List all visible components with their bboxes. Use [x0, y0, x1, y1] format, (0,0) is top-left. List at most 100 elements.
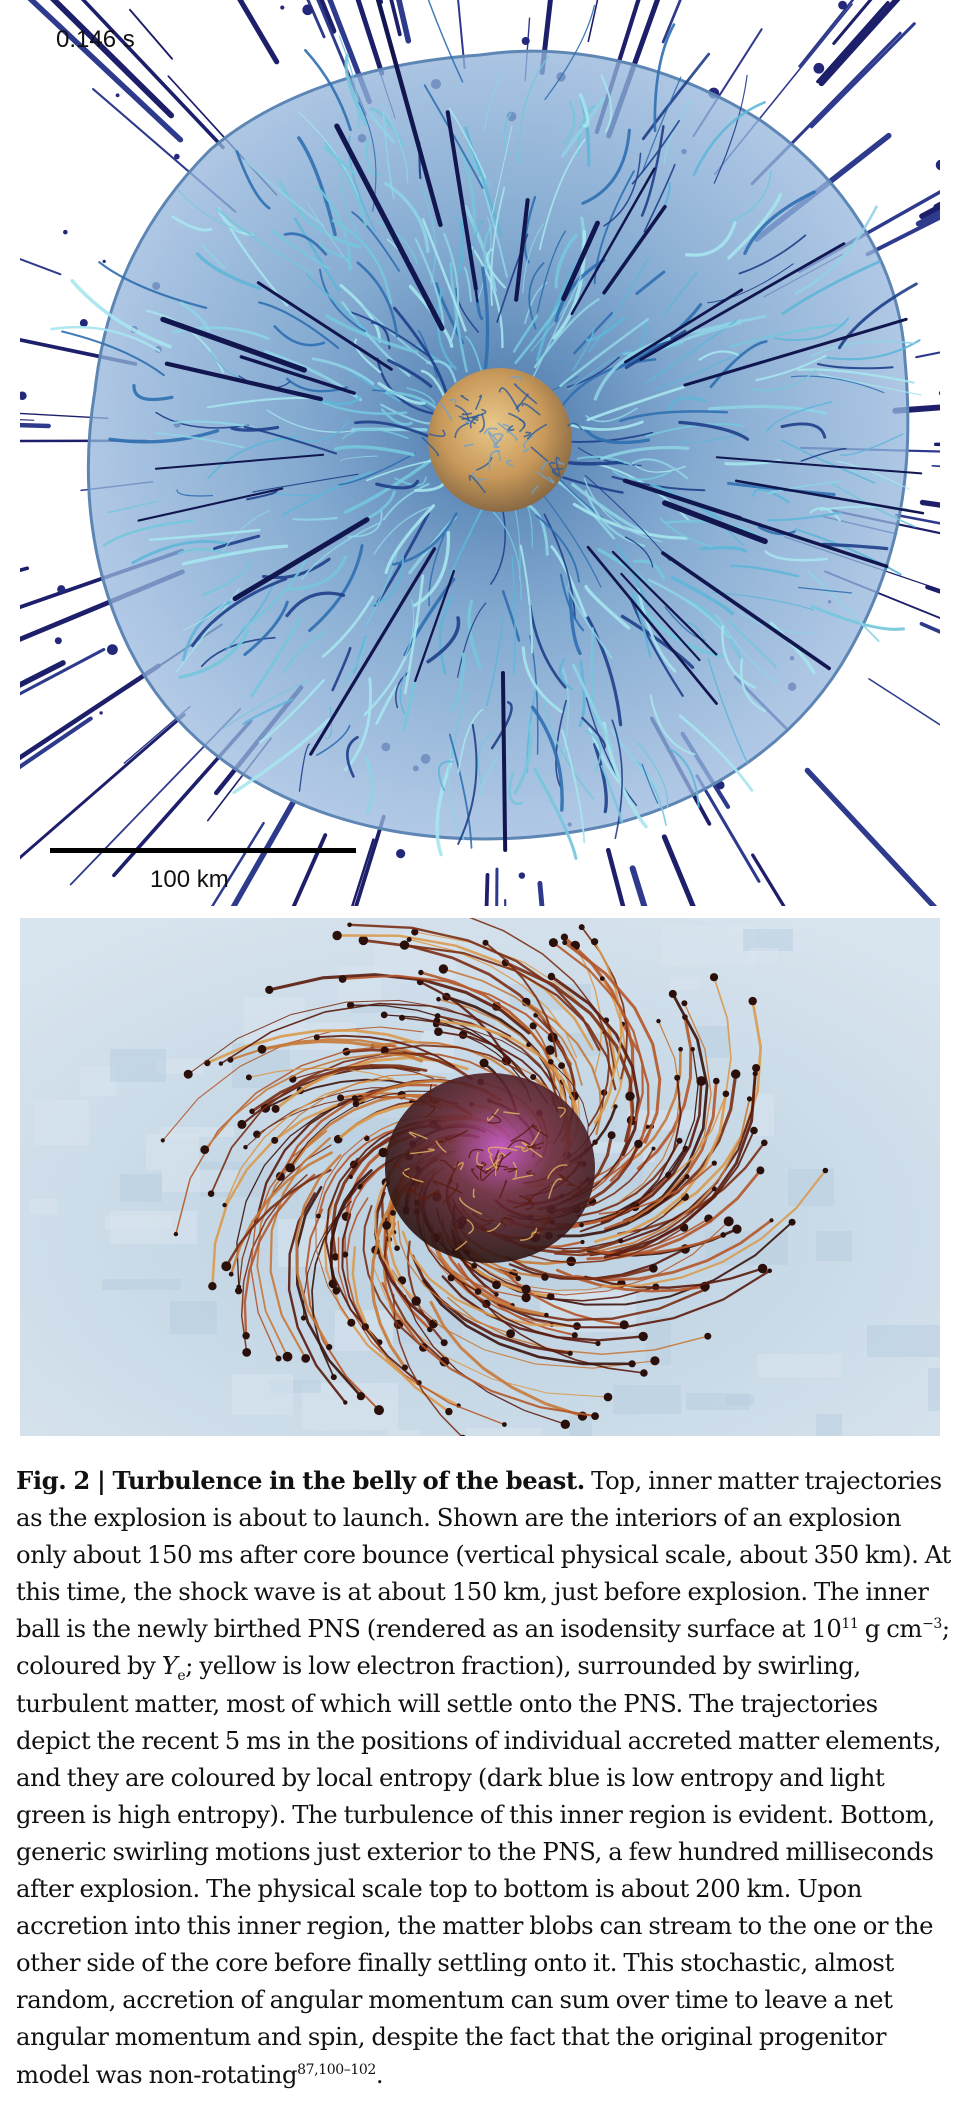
turbulent-trajectory [767, 511, 842, 522]
swirl-trajectory [579, 1076, 682, 1233]
pns-strand [476, 456, 493, 471]
turbulent-trajectory [274, 493, 321, 497]
matter-blob [337, 1094, 345, 1102]
trajectory-ray [389, 0, 402, 37]
caption-text-1: Top, inner matter trajectories as the ex… [16, 1466, 951, 1644]
turbulent-trajectory [438, 595, 455, 675]
shock-wave-render [20, 0, 940, 906]
pns-strand [567, 422, 583, 431]
pns-strand [460, 394, 469, 402]
pns-strand [494, 450, 501, 462]
turbulent-trajectory [457, 708, 484, 774]
turbulent-trajectory [175, 588, 240, 673]
background-block [232, 1374, 293, 1415]
turbulent-trajectory [176, 489, 214, 497]
turbulent-trajectory [195, 252, 262, 291]
core-strand [513, 1196, 532, 1209]
matter-blob [243, 1145, 248, 1150]
turbulent-trajectory [373, 506, 431, 555]
trajectory-ray [50, 0, 175, 119]
turbulent-trajectory [282, 470, 373, 516]
caption-text-3: ; coloured by [16, 1614, 950, 1681]
turbulent-trajectory [653, 23, 676, 133]
ye-symbol: Y [161, 1651, 178, 1681]
pns-strand [468, 474, 487, 494]
swirl-trajectory [329, 1169, 373, 1293]
turbulent-trajectory [821, 542, 889, 551]
turbulent-trajectory [448, 107, 487, 179]
turbulent-trajectory [324, 706, 333, 739]
core-strand [438, 1140, 446, 1144]
trajectory-ray [661, 0, 682, 44]
turbulent-trajectory [183, 601, 227, 631]
trajectory-ray [27, 0, 184, 143]
trajectory-ray [539, 0, 553, 75]
turbulent-trajectory [240, 556, 308, 631]
matter-blob [678, 1046, 683, 1052]
trajectory-ray [80, 0, 225, 150]
matter-blob [222, 1202, 227, 1208]
matter-blob [547, 1292, 555, 1301]
matter-blob [394, 1245, 400, 1251]
trajectory-ray [327, 0, 372, 105]
turbulent-trajectory [402, 679, 417, 732]
swirl-trajectory [617, 1141, 766, 1235]
trajectory-ray [933, 442, 940, 447]
dark-trajectory [445, 110, 478, 291]
matter-blob [347, 922, 352, 928]
swirl-trajectory [370, 1239, 407, 1370]
dark-trajectory [137, 487, 284, 522]
matter-blob [645, 1124, 650, 1129]
turbulent-trajectory [243, 159, 324, 227]
turbulent-trajectory [403, 599, 415, 659]
matter-blob [709, 973, 719, 982]
pns-strand [508, 412, 526, 429]
trajectory-ray [20, 716, 93, 770]
turbulent-trajectory [417, 330, 438, 378]
turbulent-trajectory [561, 97, 606, 158]
turbulent-trajectory [298, 743, 310, 792]
matter-blob [332, 1287, 341, 1295]
swirl-trajectory [435, 1023, 566, 1113]
turbulent-trajectory [448, 733, 473, 849]
swirl-trajectory [248, 1067, 395, 1080]
matter-blob [625, 1091, 635, 1101]
turbulent-trajectory [780, 422, 827, 439]
dark-trajectory [561, 220, 600, 302]
matter-blob [696, 1076, 707, 1086]
matter-blob [326, 1344, 333, 1351]
pns-strand [458, 415, 477, 425]
swirl-trajectory [584, 1267, 764, 1289]
swirl-trajectory [295, 1154, 342, 1349]
turbulent-trajectory [490, 701, 513, 750]
turbulent-trajectory [554, 233, 578, 289]
trajectory-ray [351, 838, 375, 906]
dark-trajectory [232, 517, 370, 602]
background-block [661, 926, 756, 967]
matter-blob [63, 229, 68, 235]
matter-blob [275, 1355, 282, 1362]
dark-trajectory [514, 198, 530, 302]
turbulent-trajectory [654, 351, 743, 391]
turbulent-trajectory [816, 363, 894, 370]
trajectory-ray [919, 621, 940, 634]
core-strand [408, 1185, 426, 1201]
trajectory-ray [661, 834, 696, 906]
matter-blob [756, 1166, 765, 1175]
matter-blob [348, 1174, 353, 1179]
turbulent-trajectory [423, 84, 484, 189]
swirl-trajectory [404, 1294, 566, 1425]
matter-blob [474, 1288, 482, 1295]
swirl-trajectory [381, 1281, 597, 1418]
turbulent-trajectory [641, 52, 711, 141]
core-strand [521, 1129, 541, 1153]
turbulent-trajectory [600, 446, 690, 461]
swirl-trajectory [345, 1048, 473, 1081]
swirl-trajectory [629, 1002, 712, 1222]
matter-blob [560, 933, 569, 941]
turbulent-trajectory [743, 190, 816, 255]
matter-blob [445, 1407, 453, 1416]
trajectory-ray [816, 0, 890, 84]
turbulent-trajectory [755, 354, 827, 382]
core-strand [439, 1159, 455, 1171]
